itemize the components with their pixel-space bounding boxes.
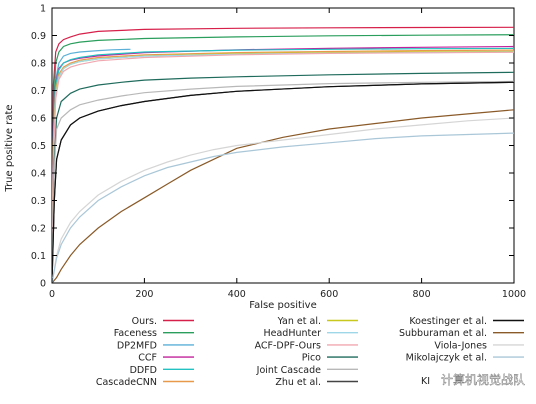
y-tick-label: 0.9 <box>31 31 46 42</box>
series-line-subburaman-et-al <box>52 109 514 283</box>
series-line-viola-jones <box>52 117 514 283</box>
legend-label: Koestinger et al. <box>409 316 487 327</box>
y-tick-label: 0.2 <box>31 224 46 235</box>
legend-label: Yan et al. <box>277 316 321 327</box>
legend-label: Mikolajczyk et al. <box>406 353 487 364</box>
legend-label: Pico <box>302 353 321 364</box>
y-tick-label: 0.5 <box>31 141 46 152</box>
series-line-zhu-et-al <box>52 81 514 283</box>
y-tick-label: 0.8 <box>31 59 46 70</box>
series-line-mikolajczyk-et-al <box>52 132 514 283</box>
legend-label: HeadHunter <box>263 328 321 339</box>
y-axis-label: True positive rate <box>4 104 15 192</box>
y-tick-label: 0.4 <box>31 169 46 180</box>
x-tick-label: 1000 <box>502 289 526 300</box>
legend-label: Viola-Jones <box>434 340 487 351</box>
y-tick-label: 0.3 <box>31 196 46 207</box>
legend-label: CascadeCNN <box>96 377 157 388</box>
x-axis-label: False positive <box>249 300 317 311</box>
x-tick-label: 800 <box>413 289 431 300</box>
x-tick-label: 400 <box>228 289 246 300</box>
series-line-joint-cascade <box>52 80 514 283</box>
series-line-pico <box>52 71 514 283</box>
series-line-faceness <box>52 34 514 283</box>
legend-label: Faceness <box>114 328 157 339</box>
x-tick-label: 200 <box>135 289 153 300</box>
legend-label: DP2MFD <box>117 340 157 351</box>
series-layer <box>52 26 514 283</box>
series-line-headhunter <box>52 51 514 283</box>
watermark-text: 计算机视觉战队 <box>441 372 525 387</box>
series-line-yan-et-al <box>52 50 514 283</box>
legend-label: CCF <box>138 353 157 364</box>
x-tick-label: 600 <box>320 289 338 300</box>
y-tick-label: 0.6 <box>31 114 46 125</box>
legend-label: Zhu et al. <box>275 377 321 388</box>
axes: 0 200 400 600 800 1000 0 0.1 0.2 0.3 0.4 0.5 0.6 0.7 0… <box>31 4 526 301</box>
legend-label: Subburaman et al. <box>399 328 487 339</box>
y-tick-label: 1 <box>40 4 46 15</box>
y-tick-label: 0 <box>40 279 46 290</box>
series-line-acf-dpf-ours <box>52 51 514 283</box>
series-line-koestinger-et-al <box>52 81 514 283</box>
legend-fragment-text: KI <box>421 376 430 387</box>
y-tick-label: 0.1 <box>31 251 46 262</box>
legend-label: Joint Cascade <box>256 365 321 376</box>
series-line-ddfd <box>52 47 514 283</box>
series-line-dp2mfd <box>52 48 131 283</box>
legend-label: DDFD <box>130 365 157 376</box>
x-tick-label: 0 <box>49 289 55 300</box>
y-tick-label: 0.7 <box>31 86 46 97</box>
legend-label: Ours. <box>132 316 157 327</box>
series-line-ours <box>52 26 514 283</box>
legend-label: ACF-DPF-Ours <box>255 340 321 351</box>
